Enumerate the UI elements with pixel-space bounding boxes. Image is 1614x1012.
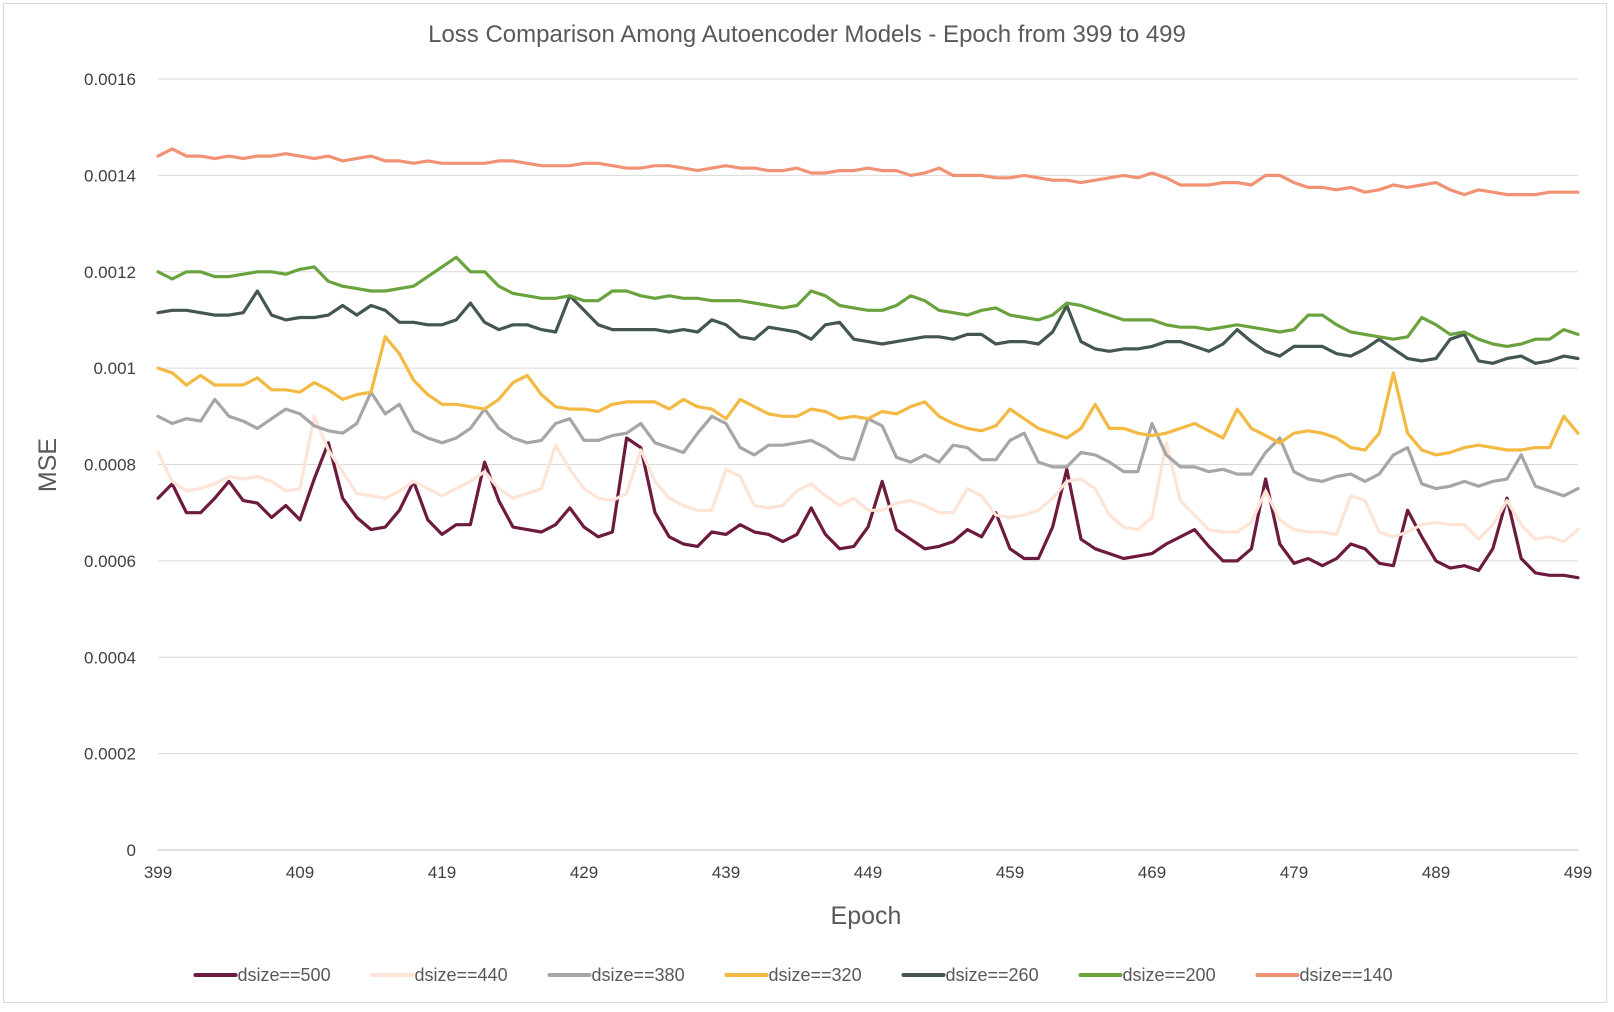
legend-label: dsize==140 [1300,965,1393,985]
x-tick-label: 469 [1138,863,1166,882]
x-tick-label: 429 [570,863,598,882]
y-tick-label: 0.0016 [84,70,136,89]
y-tick-label: 0.0006 [84,552,136,571]
y-tick-label: 0.0004 [84,648,136,667]
y-tick-label: 0.0012 [84,263,136,282]
x-tick-label: 459 [996,863,1024,882]
series-line [156,414,1580,544]
legend-label: dsize==500 [238,965,331,985]
series-line [156,255,1580,348]
gridlines [158,78,1578,851]
y-axis-title: MSE [34,438,62,492]
y-tick-label: 0.001 [93,359,136,378]
x-tick-label: 499 [1564,863,1592,882]
series-line [156,335,1580,457]
series-line [156,289,1580,365]
y-axis-ticks: 0 0.0002 0.0004 0.0006 0.0008 0.001 0.0012 0.00… [84,70,136,860]
x-tick-label: 489 [1422,863,1450,882]
chart-title: Loss Comparison Among Autoencoder Models… [428,21,1186,48]
x-tick-label: 399 [144,863,172,882]
x-tick-label: 409 [286,863,314,882]
legend-label: dsize==200 [1123,965,1216,985]
legend-label: dsize==380 [592,965,685,985]
legend-label: dsize==320 [769,965,862,985]
y-tick-label: 0.0002 [84,745,136,764]
x-axis-title: Epoch [831,902,902,930]
series-line [156,390,1580,498]
x-tick-label: 449 [854,863,882,882]
legend-label: dsize==260 [946,965,1039,985]
x-tick-label: 419 [428,863,456,882]
legend-label: dsize==440 [415,965,508,985]
y-tick-label: 0.0014 [84,166,136,185]
x-tick-label: 479 [1280,863,1308,882]
legend: dsize==500 dsize==440 dsize==380 dsize==320… [193,965,1393,985]
x-tick-label: 439 [712,863,740,882]
x-axis-ticks: 399 409 419 429 439 449 459 469 479 489 499 [144,863,1592,882]
series-lines [156,147,1580,580]
y-tick-label: 0 [127,841,136,860]
series-line [156,147,1580,197]
y-tick-label: 0.0008 [84,456,136,475]
series-line [156,436,1580,580]
